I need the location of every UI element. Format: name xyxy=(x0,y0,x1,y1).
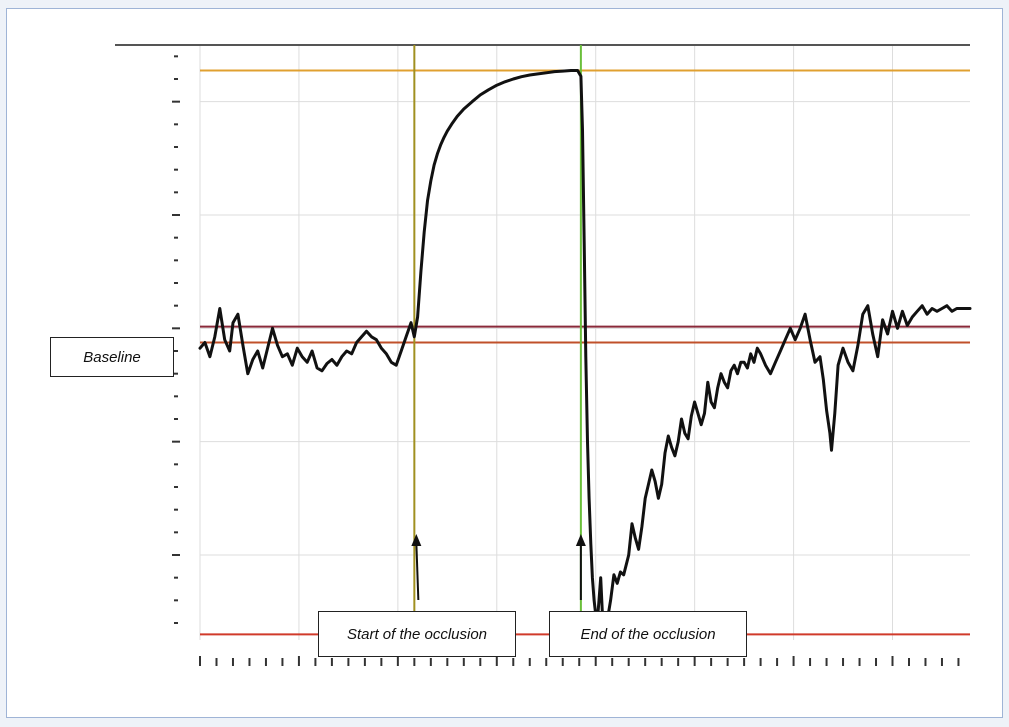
series xyxy=(198,69,972,636)
occlusion-markers xyxy=(413,45,582,635)
grid xyxy=(199,45,970,640)
y-axis xyxy=(172,55,180,624)
baseline-callout: Baseline xyxy=(50,337,174,377)
start-occlusion-callout: Start of the occlusion xyxy=(318,611,516,657)
annotation-arrows xyxy=(411,534,586,601)
x-axis xyxy=(199,656,960,666)
series-line xyxy=(198,69,972,636)
annotation-arrow-head xyxy=(411,534,422,546)
annotation-arrow-head xyxy=(575,534,586,546)
annotation-arrow-shaft xyxy=(415,542,420,601)
end-occlusion-callout: End of the occlusion xyxy=(549,611,747,657)
